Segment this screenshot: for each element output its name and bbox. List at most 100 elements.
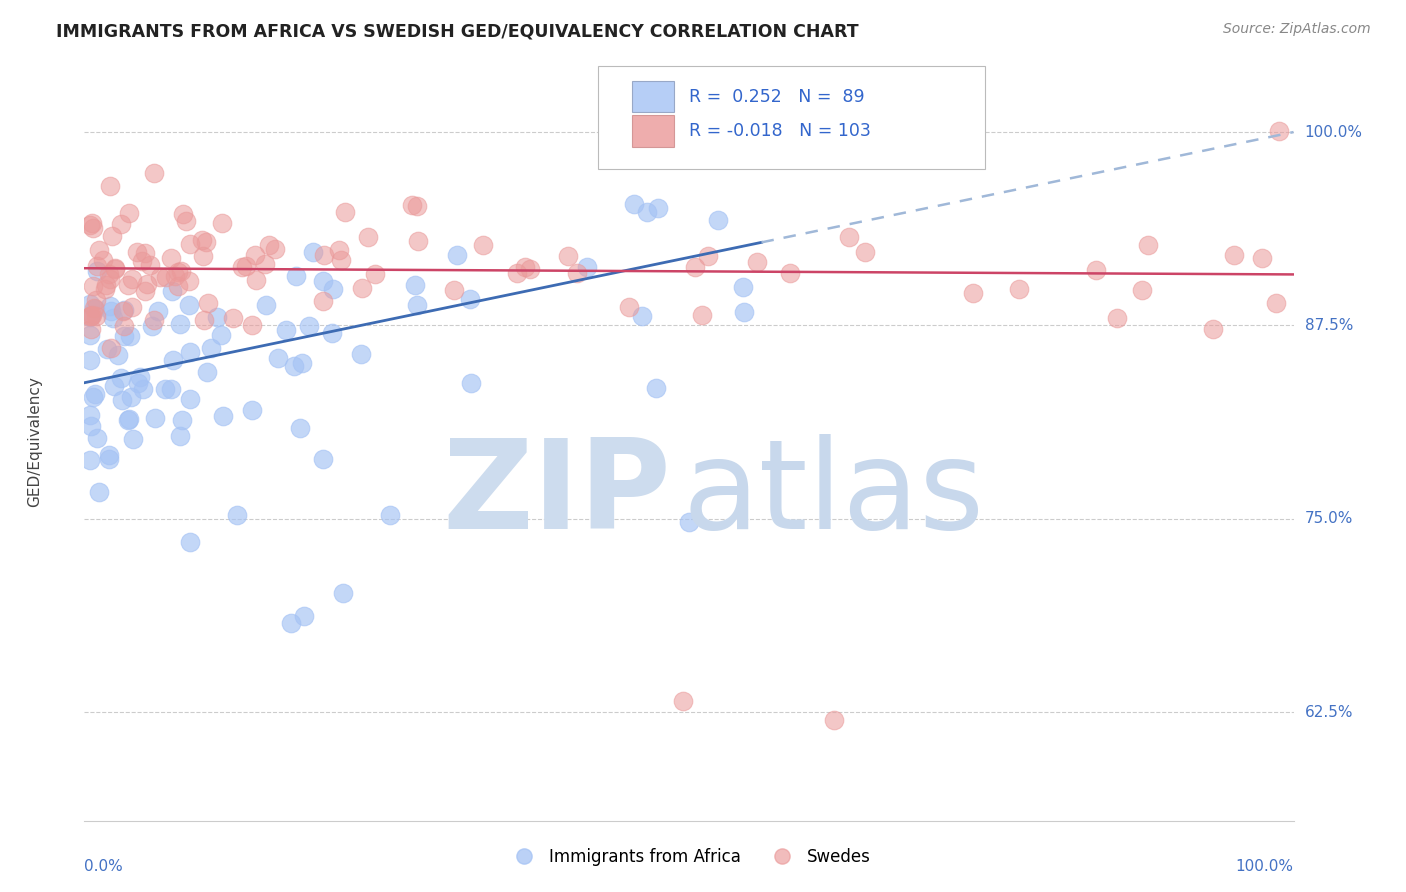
Point [82,308,104,322]
Text: 100.0%: 100.0% [1305,125,1362,139]
Point [256,297,278,311]
Point [207,310,229,325]
Point [1107,310,1129,325]
Point [179,298,201,312]
Point [194,235,217,249]
Point [690,309,713,323]
Point [245,272,267,286]
Point [80,419,103,434]
Point [329,253,352,268]
Point [291,356,314,370]
Point [127,245,149,260]
Point [197,295,219,310]
Point [193,313,215,327]
Point [1264,296,1286,310]
Point [163,269,186,284]
Point [647,201,669,215]
Point [364,268,387,282]
Point [179,535,201,549]
Point [683,260,706,274]
Point [314,248,336,262]
Point [101,311,124,326]
Point [747,255,769,269]
FancyBboxPatch shape [599,66,986,169]
Text: ZIP: ZIP [441,434,671,555]
Point [166,278,188,293]
Point [79,408,101,422]
Point [191,233,214,247]
Point [257,237,280,252]
Point [97,451,120,466]
Point [110,371,132,385]
Point [179,237,201,252]
Point [79,218,101,232]
Point [127,376,149,391]
Bar [633,80,675,112]
Point [145,411,167,425]
Point [243,247,266,261]
Point [350,347,373,361]
Text: Source: ZipAtlas.com: Source: ZipAtlas.com [1223,22,1371,37]
Point [155,270,177,285]
Point [146,303,169,318]
Point [117,412,139,426]
Point [104,260,127,275]
Point [112,329,135,343]
Point [263,243,285,257]
Point [110,217,132,231]
Point [79,328,101,343]
Point [131,254,153,268]
Legend: Immigrants from Africa, Swedes: Immigrants from Africa, Swedes [501,842,877,873]
Point [727,110,749,124]
Point [458,292,481,306]
Point [143,166,166,180]
Point [104,262,127,277]
Point [131,382,153,396]
Point [406,234,429,248]
Point [1268,123,1291,137]
Point [404,277,426,292]
Point [211,216,233,230]
Point [112,302,135,317]
Point [100,228,122,243]
Point [176,214,198,228]
Point [283,359,305,373]
Point [94,281,117,295]
Point [141,318,163,333]
Point [162,284,184,298]
Point [98,272,121,286]
Point [169,429,191,443]
Point [98,179,121,194]
Point [837,229,859,244]
Point [288,420,311,434]
Point [274,323,297,337]
Point [83,387,105,401]
Point [86,264,108,278]
Point [83,301,105,315]
Point [79,353,101,368]
Point [576,260,599,274]
Point [179,345,201,359]
Point [172,207,194,221]
Point [645,380,668,394]
Point [378,508,401,522]
Point [84,301,107,316]
Point [733,279,755,293]
Text: 0.0%: 0.0% [84,858,124,873]
Point [97,267,120,281]
Point [162,352,184,367]
Point [100,341,122,355]
Point [160,382,183,396]
Point [112,303,135,318]
Point [169,318,191,332]
Point [519,262,541,277]
Point [103,379,125,393]
Point [505,266,527,280]
Point [285,268,308,283]
Point [513,260,536,274]
Point [87,244,110,258]
Point [91,253,114,268]
Point [962,285,984,300]
Point [179,392,201,407]
Point [460,376,482,390]
